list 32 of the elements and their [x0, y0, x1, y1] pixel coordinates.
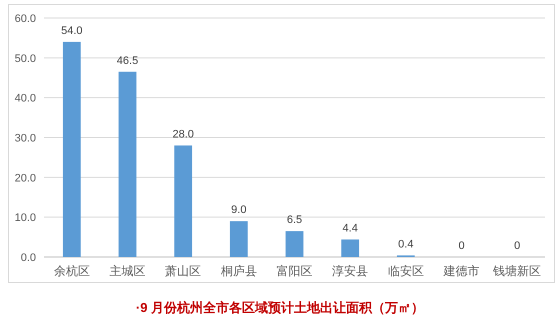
x-tick-label: 临安区: [388, 264, 424, 278]
y-tick-label: 0.0: [20, 252, 36, 264]
text: ·9 月份杭州全市各区域预计土地出让面积（万㎡）: [136, 300, 424, 315]
y-tick-label: 60.0: [14, 13, 36, 25]
x-tick-label: 钱塘新区: [492, 264, 542, 278]
y-tick-label: 30.0: [14, 132, 36, 144]
bar: [341, 239, 360, 257]
x-tick-label: 淳安县: [332, 264, 368, 278]
bar: [174, 145, 192, 257]
data-label: 28.0: [172, 128, 194, 140]
x-tick-label: 主城区: [110, 264, 146, 278]
x-tick-label: 富阳区: [276, 264, 312, 278]
x-tick-label: 桐庐县: [220, 264, 257, 278]
y-tick-label: 50.0: [14, 52, 36, 65]
x-tick-label: 萧山区: [165, 264, 202, 278]
data-label: 0: [458, 240, 465, 252]
data-label: 4.4: [342, 222, 358, 234]
data-label: 46.5: [116, 54, 138, 67]
data-label: 0: [514, 240, 520, 252]
data-label: 9.0: [231, 204, 246, 216]
data-label: 54.0: [61, 24, 83, 37]
bar: [286, 231, 304, 257]
data-label: 0.4: [398, 238, 414, 250]
bar: [230, 221, 248, 257]
y-tick-label: 10.0: [14, 212, 36, 224]
y-tick-label: 20.0: [14, 172, 36, 184]
data-label: 6.5: [286, 214, 302, 226]
bar: [118, 72, 136, 257]
x-tick-label: 建德市: [442, 264, 480, 278]
x-tick-label: 余杭区: [54, 264, 90, 278]
y-tick-label: 40.0: [14, 92, 36, 105]
bar: [62, 42, 81, 257]
